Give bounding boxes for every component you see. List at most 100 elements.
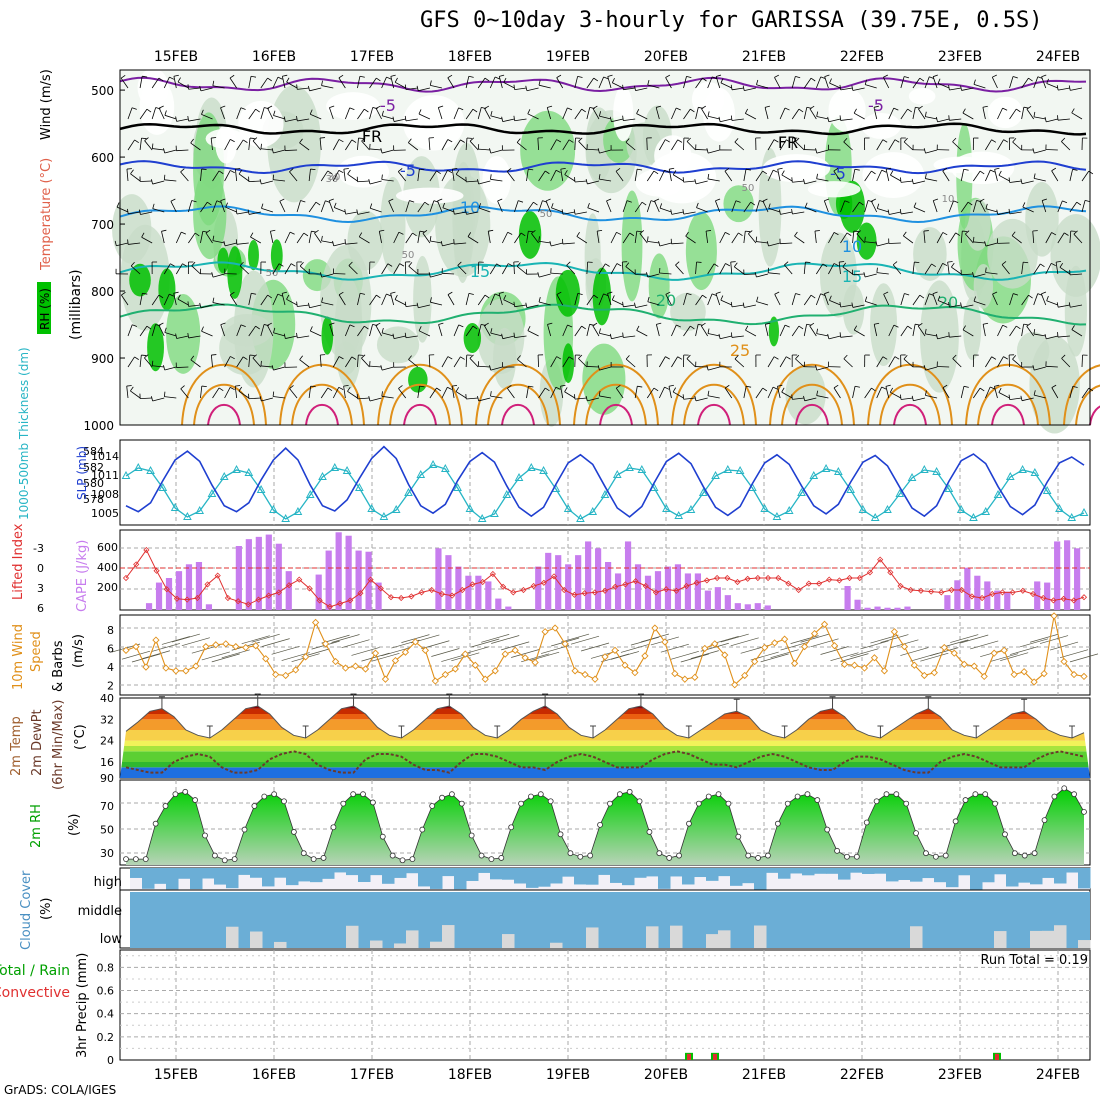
wind-barb-flag <box>1026 105 1032 110</box>
wind-barb-flag <box>774 74 780 78</box>
wind-barb <box>574 76 579 89</box>
wind-barb <box>417 386 420 399</box>
rh-shade <box>193 168 227 260</box>
wind-marker <box>601 653 609 661</box>
wind-marker <box>731 681 739 689</box>
wind-barb <box>952 358 962 368</box>
wind-barb <box>234 386 238 399</box>
wind-barb-flag <box>592 105 598 109</box>
wind-barb-flag <box>724 167 730 172</box>
wind-barb <box>962 329 974 337</box>
wind-barb-flag <box>338 291 344 296</box>
wind-barb-flag <box>164 110 167 116</box>
wind-barb <box>599 395 612 399</box>
wind-barb-flag <box>338 170 344 174</box>
wind-barb <box>913 206 926 213</box>
wind-barb-flag <box>991 356 997 360</box>
wind-barb <box>779 139 787 151</box>
thickness-axis-label: 1000-500mb Thickness (dm) <box>17 347 31 520</box>
wind-barb <box>200 87 213 92</box>
wind-barb-flag <box>829 78 832 84</box>
rh-marker <box>300 850 307 857</box>
cape-bar <box>744 604 751 610</box>
wind-barb <box>501 641 530 651</box>
rh-marker <box>1011 850 1018 857</box>
wind-barb <box>260 365 273 368</box>
wind-barb-flag <box>260 143 262 149</box>
wind-barb-flag <box>900 394 902 400</box>
wind-barb <box>873 107 878 120</box>
wind-barb <box>900 180 913 183</box>
wind-barb <box>408 265 419 275</box>
wind-barb-flag <box>665 356 670 360</box>
wind-barb <box>393 335 406 340</box>
wind-barb <box>810 638 839 648</box>
rh-clear <box>762 154 831 183</box>
li-marker <box>642 582 649 590</box>
wind-barb <box>918 108 926 120</box>
rh-marker <box>952 818 959 825</box>
wind-barb <box>465 76 470 89</box>
wind-barb-flag <box>429 236 432 242</box>
wind-barb <box>332 387 340 399</box>
wind-barb-flag <box>194 232 200 237</box>
li-marker <box>795 586 802 594</box>
wind-barb <box>144 357 153 368</box>
isotherm <box>119 76 1087 93</box>
wind-barb <box>139 108 148 120</box>
wind-barb <box>1069 231 1072 244</box>
wind-marker <box>1030 678 1038 686</box>
wind-barb <box>668 386 672 399</box>
thickness-marker <box>858 504 868 513</box>
wind-barb <box>972 387 981 399</box>
wind-barb <box>791 325 800 337</box>
wind-barb <box>437 200 443 213</box>
cape-bar <box>1064 540 1071 610</box>
wind-barb-flag <box>419 230 425 233</box>
wind-barb-flag <box>408 262 413 267</box>
date-label-bottom: 24FEB <box>1036 1067 1080 1083</box>
wind-barb <box>397 171 407 182</box>
wind-barb <box>1040 293 1047 306</box>
wind-marker <box>162 664 170 672</box>
wind-barb <box>130 265 141 275</box>
contour-label: 50 <box>402 250 415 261</box>
rh-clear <box>807 181 861 198</box>
wind-barb <box>537 137 539 151</box>
rh-marker <box>1071 791 1078 798</box>
wind-barb-flag <box>682 394 685 400</box>
wind-barb <box>152 397 165 402</box>
wind-barb <box>158 107 165 120</box>
high-cloud-bar <box>826 868 839 874</box>
wind-barb-flag <box>447 386 452 390</box>
wind-barb <box>574 108 582 120</box>
wind-barb <box>289 171 298 182</box>
wind-barb <box>297 118 310 122</box>
thickness-marker <box>956 504 966 513</box>
wind-barb <box>491 635 520 644</box>
rh-shade-high <box>147 323 164 372</box>
wind-barb <box>224 387 231 399</box>
wind-barb <box>599 332 612 337</box>
wind-barb-flag <box>711 293 717 297</box>
wind-barb-flag <box>310 168 316 171</box>
wind-barb-flag <box>528 168 534 171</box>
contour-label: 15 <box>470 262 490 281</box>
wind-barb <box>490 178 503 182</box>
high-cloud-bar <box>142 868 155 889</box>
wind-barb-flag <box>1040 263 1045 268</box>
wind-barb <box>815 76 822 89</box>
wind-barb <box>1009 76 1014 89</box>
cape-bar <box>724 595 731 610</box>
wind-barb <box>502 335 515 340</box>
wind-barb <box>170 201 177 213</box>
wind-barb <box>779 107 786 120</box>
isotherm <box>119 303 1087 326</box>
wind-barb <box>478 365 491 368</box>
wind-barb <box>273 149 286 154</box>
rh-shade-high <box>248 239 259 271</box>
wind-barb <box>833 170 841 182</box>
wind-barb-flag <box>1002 107 1008 111</box>
wind-barb-flag <box>616 384 621 389</box>
isotherm-25-inner <box>683 384 745 426</box>
